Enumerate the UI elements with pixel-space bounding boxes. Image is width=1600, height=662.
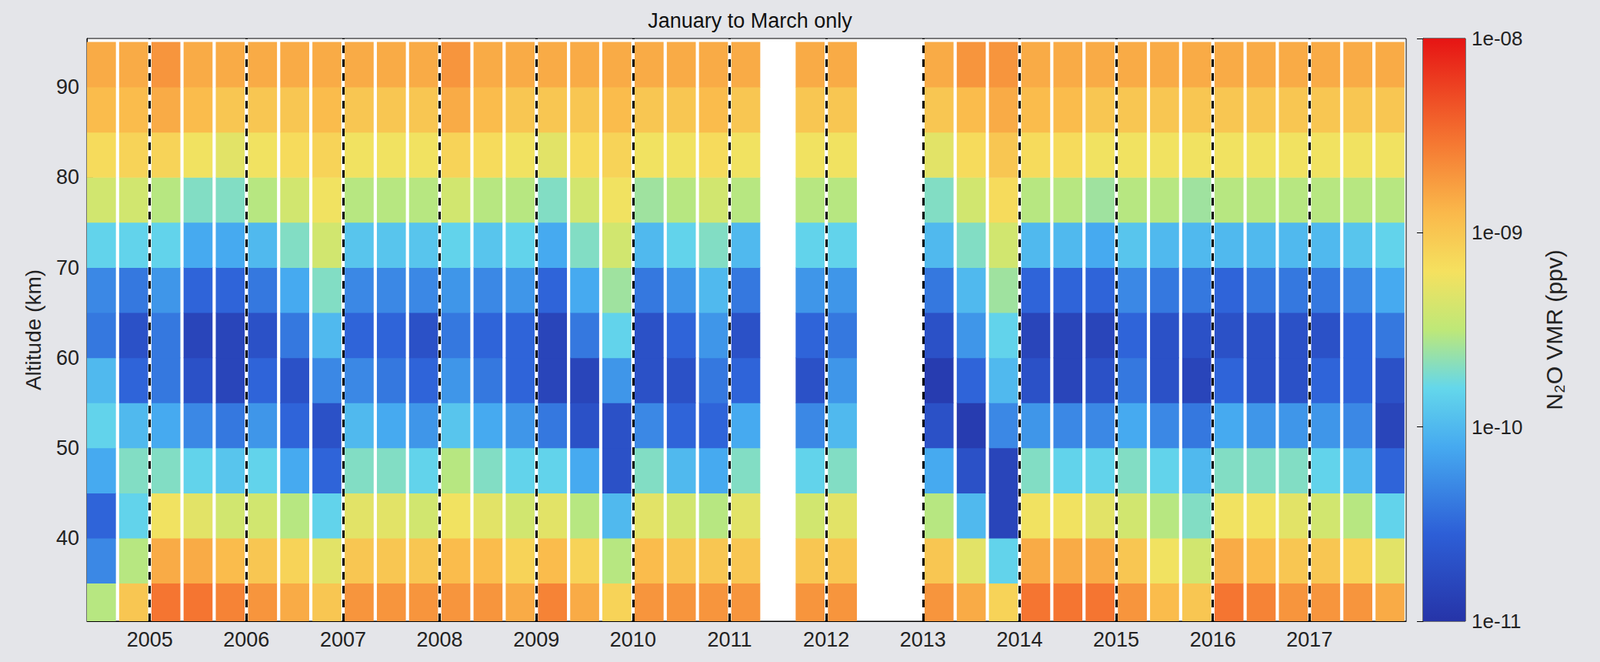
svg-text:2012: 2012 <box>803 627 850 651</box>
svg-text:40: 40 <box>56 526 80 550</box>
svg-text:January to March only: January to March only <box>647 9 853 33</box>
svg-text:N₂O VMR (ppv): N₂O VMR (ppv) <box>1541 249 1567 410</box>
svg-text:1e-09: 1e-09 <box>1471 220 1524 244</box>
svg-text:Altitude (km): Altitude (km) <box>21 269 46 390</box>
svg-text:80: 80 <box>56 165 80 189</box>
svg-text:2011: 2011 <box>706 627 752 651</box>
svg-text:50: 50 <box>56 436 80 460</box>
svg-text:2008: 2008 <box>416 627 464 651</box>
svg-text:90: 90 <box>56 75 80 99</box>
svg-text:60: 60 <box>56 346 80 370</box>
svg-text:70: 70 <box>56 256 80 280</box>
svg-text:2009: 2009 <box>513 627 560 651</box>
svg-text:2006: 2006 <box>223 627 270 651</box>
svg-text:2017: 2017 <box>1286 627 1333 651</box>
svg-text:1e-08: 1e-08 <box>1471 26 1524 50</box>
svg-text:1e-11: 1e-11 <box>1471 609 1522 633</box>
svg-text:2010: 2010 <box>610 627 657 651</box>
svg-text:2016: 2016 <box>1190 627 1237 651</box>
svg-text:2014: 2014 <box>996 627 1043 651</box>
svg-text:2015: 2015 <box>1093 627 1140 651</box>
svg-text:1e-10: 1e-10 <box>1471 415 1524 439</box>
svg-text:2005: 2005 <box>126 627 174 651</box>
svg-text:2013: 2013 <box>900 627 947 651</box>
svg-text:2007: 2007 <box>320 627 367 651</box>
